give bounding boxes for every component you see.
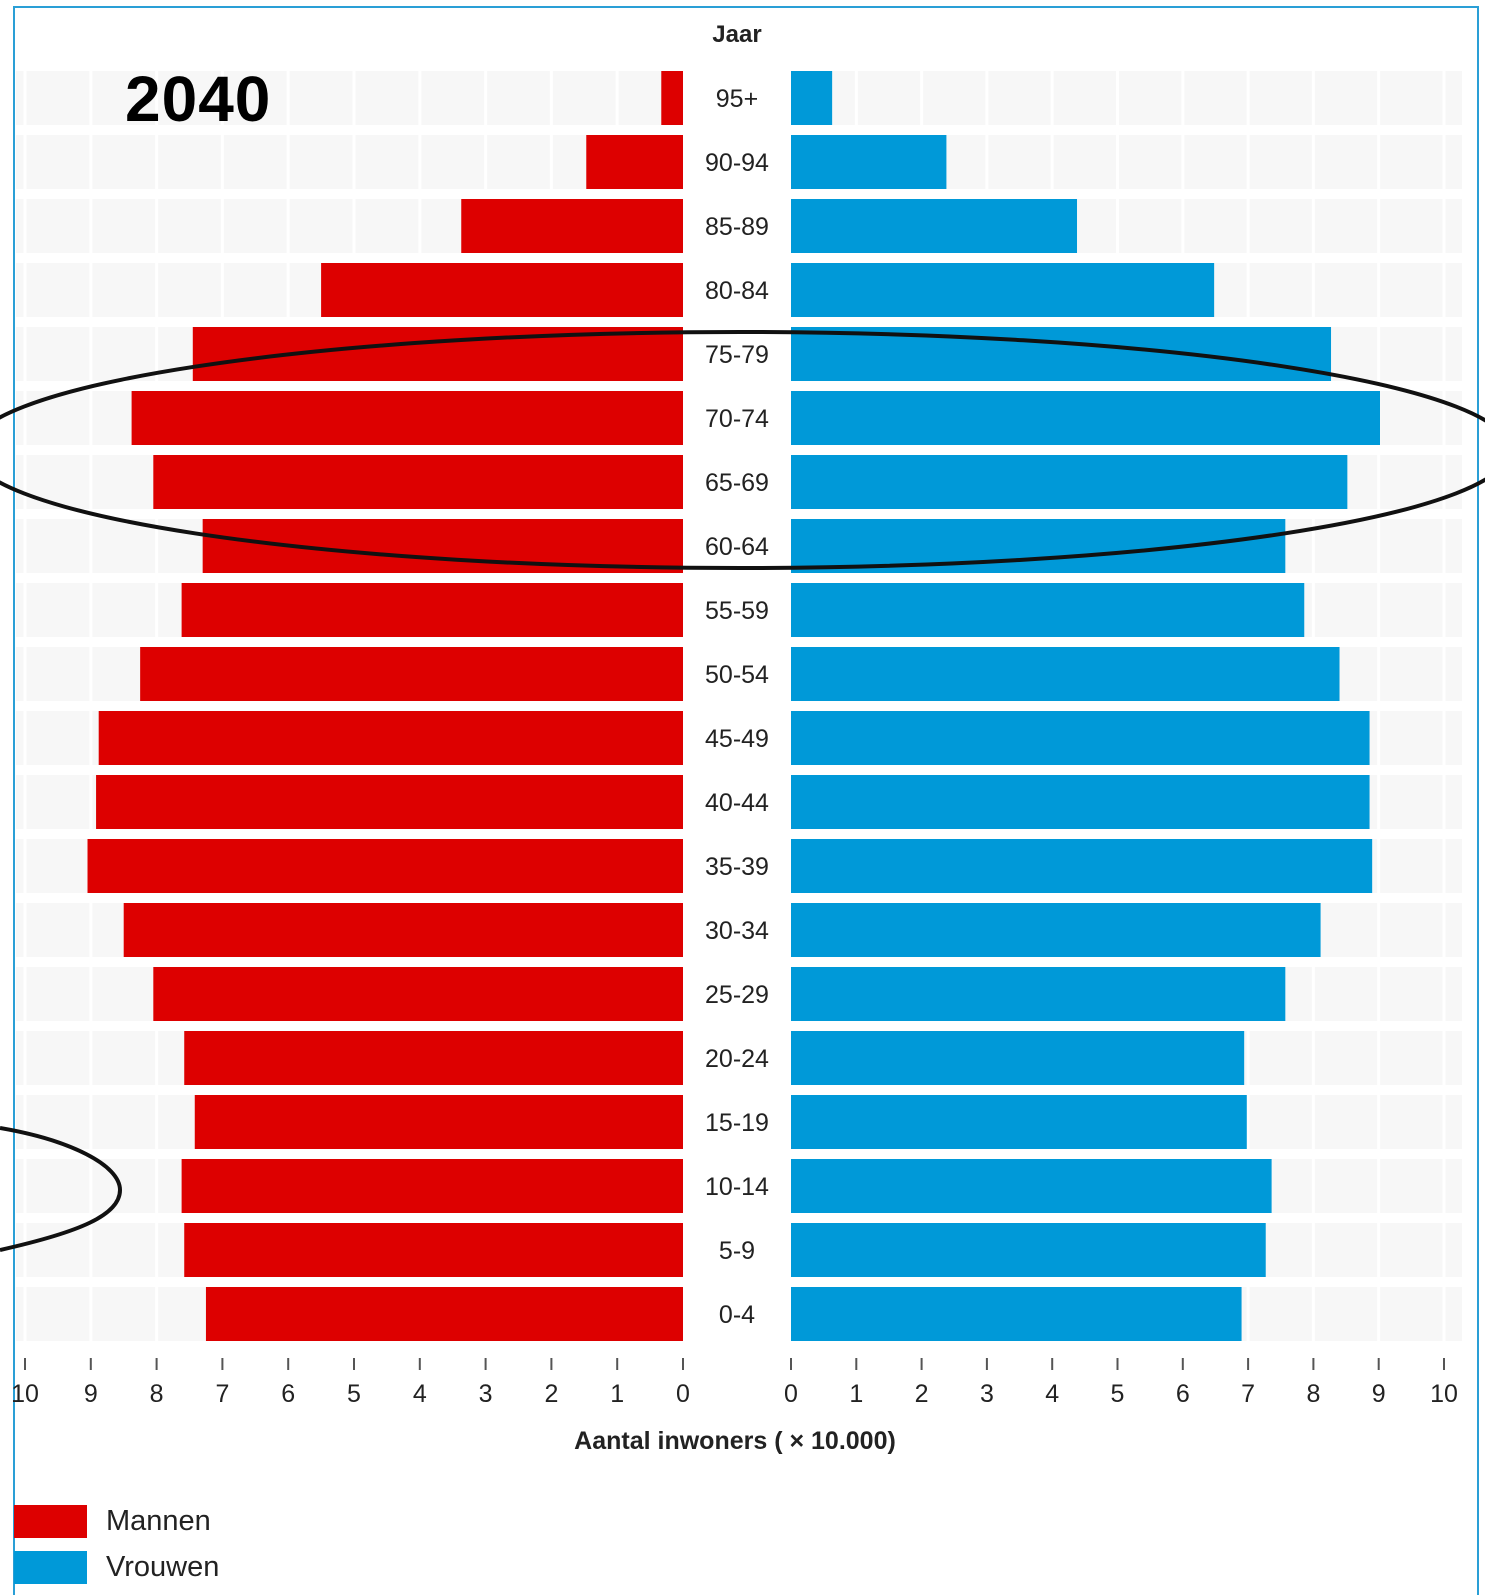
bar-vrouwen-70-74 — [791, 391, 1381, 445]
category-label-85-89: 85-89 — [705, 213, 769, 241]
legend-label-vrouwen: Vrouwen — [106, 1550, 220, 1583]
category-label-35-39: 35-39 — [705, 853, 769, 881]
category-label-80-84: 80-84 — [705, 277, 769, 305]
year-label: 2040 — [125, 63, 272, 135]
category-label-90-94: 90-94 — [705, 149, 769, 177]
center-axis-title: Jaar — [712, 21, 761, 48]
category-label-25-29: 25-29 — [705, 981, 769, 1009]
tick-label-left: 2 — [544, 1380, 558, 1408]
category-label-60-64: 60-64 — [705, 533, 769, 561]
row-band-left — [16, 135, 683, 189]
bar-mannen-85-89 — [461, 199, 683, 253]
bar-mannen-25-29 — [153, 967, 683, 1021]
tick-label-left: 5 — [347, 1380, 361, 1408]
tick-label-right: 3 — [980, 1380, 994, 1408]
bar-vrouwen-0-4 — [791, 1287, 1242, 1341]
category-label-95+: 95+ — [716, 85, 758, 113]
category-label-45-49: 45-49 — [705, 725, 769, 753]
bar-mannen-45-49 — [98, 711, 684, 765]
bar-mannen-5-9 — [184, 1223, 683, 1277]
bar-mannen-55-59 — [181, 583, 683, 637]
bar-vrouwen-30-34 — [791, 903, 1321, 957]
tick-label-left: 1 — [610, 1380, 624, 1408]
row-band-right — [791, 71, 1462, 125]
bar-vrouwen-45-49 — [791, 711, 1370, 765]
tick-label-right: 1 — [849, 1380, 863, 1408]
bar-mannen-90-94 — [586, 135, 683, 189]
bar-mannen-20-24 — [184, 1031, 683, 1085]
bar-mannen-70-74 — [131, 391, 683, 445]
tick-label-right: 6 — [1176, 1380, 1190, 1408]
category-label-10-14: 10-14 — [705, 1173, 769, 1201]
bar-mannen-35-39 — [87, 839, 683, 893]
category-label-15-19: 15-19 — [705, 1109, 769, 1137]
category-label-0-4: 0-4 — [719, 1301, 755, 1329]
category-label-5-9: 5-9 — [719, 1237, 755, 1265]
tick-label-left: 6 — [281, 1380, 295, 1408]
legend-item-mannen: Mannen — [14, 1498, 219, 1544]
tick-label-left: 10 — [11, 1380, 39, 1408]
tick-label-right: 9 — [1372, 1380, 1386, 1408]
category-label-65-69: 65-69 — [705, 469, 769, 497]
row-band-left — [16, 71, 683, 125]
legend-swatch-vrouwen — [14, 1550, 87, 1584]
category-label-70-74: 70-74 — [705, 405, 769, 433]
bar-vrouwen-15-19 — [791, 1095, 1247, 1149]
bar-vrouwen-80-84 — [791, 263, 1215, 317]
tick-label-right: 10 — [1430, 1380, 1458, 1408]
category-label-30-34: 30-34 — [705, 917, 769, 945]
tick-label-right: 5 — [1111, 1380, 1125, 1408]
tick-label-left: 8 — [150, 1380, 164, 1408]
category-label-55-59: 55-59 — [705, 597, 769, 625]
bar-mannen-30-34 — [123, 903, 683, 957]
bar-mannen-0-4 — [205, 1287, 683, 1341]
x-axis-title: Aantal inwoners ( × 10.000) — [574, 1427, 896, 1455]
bar-mannen-40-44 — [96, 775, 683, 829]
tick-label-right: 4 — [1045, 1380, 1059, 1408]
bar-vrouwen-20-24 — [791, 1031, 1245, 1085]
bar-vrouwen-50-54 — [791, 647, 1340, 701]
bar-mannen-15-19 — [194, 1095, 683, 1149]
legend-item-vrouwen: Vrouwen — [14, 1544, 219, 1590]
bar-mannen-50-54 — [140, 647, 683, 701]
tick-label-left: 4 — [413, 1380, 427, 1408]
bar-vrouwen-65-69 — [791, 455, 1348, 509]
legend-swatch-mannen — [14, 1504, 87, 1538]
bar-mannen-10-14 — [181, 1159, 683, 1213]
annotation-ellipse-60-79 — [0, 330, 1485, 570]
bar-vrouwen-40-44 — [791, 775, 1370, 829]
bar-vrouwen-75-79 — [791, 327, 1332, 381]
tick-label-left: 0 — [676, 1380, 690, 1408]
annotation-ellipse-10-19 — [0, 1126, 123, 1252]
bar-mannen-95+ — [661, 71, 683, 125]
tick-label-left: 9 — [84, 1380, 98, 1408]
bar-mannen-65-69 — [153, 455, 683, 509]
bar-vrouwen-90-94 — [791, 135, 947, 189]
bar-vrouwen-95+ — [791, 71, 833, 125]
legend: Mannen Vrouwen — [14, 1498, 219, 1590]
frame-border — [13, 6, 1479, 1595]
tick-label-right: 8 — [1306, 1380, 1320, 1408]
bar-vrouwen-35-39 — [791, 839, 1373, 893]
bar-vrouwen-55-59 — [791, 583, 1305, 637]
tick-label-right: 2 — [915, 1380, 929, 1408]
tick-label-right: 0 — [784, 1380, 798, 1408]
tick-label-left: 7 — [215, 1380, 229, 1408]
category-label-20-24: 20-24 — [705, 1045, 769, 1073]
bar-vrouwen-5-9 — [791, 1223, 1266, 1277]
bar-mannen-80-84 — [321, 263, 683, 317]
bar-vrouwen-10-14 — [791, 1159, 1272, 1213]
bar-vrouwen-25-29 — [791, 967, 1286, 1021]
category-label-50-54: 50-54 — [705, 661, 769, 689]
legend-label-mannen: Mannen — [106, 1504, 211, 1537]
tick-label-left: 3 — [479, 1380, 493, 1408]
category-label-75-79: 75-79 — [705, 341, 769, 369]
bar-vrouwen-85-89 — [791, 199, 1078, 253]
category-label-40-44: 40-44 — [705, 789, 769, 817]
tick-label-right: 7 — [1241, 1380, 1255, 1408]
